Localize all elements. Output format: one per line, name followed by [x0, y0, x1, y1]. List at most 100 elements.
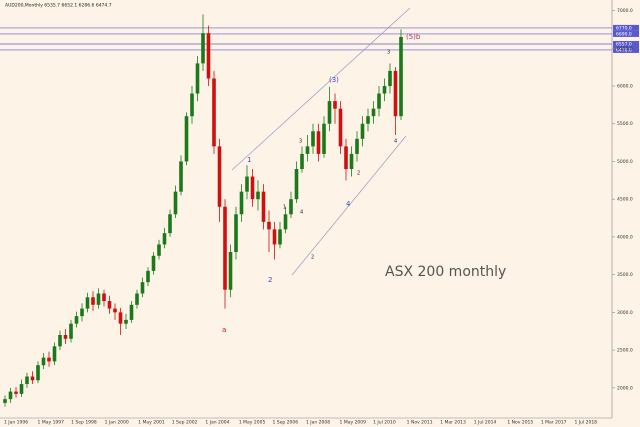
x-tick-label: 1 May 1997: [38, 420, 65, 426]
candle-body: [399, 36, 403, 117]
candle-body: [283, 214, 288, 230]
wave-label: 1: [283, 205, 286, 211]
x-tick-label: 1 Sep 1998: [71, 420, 97, 426]
price-level-box: [613, 40, 639, 47]
candle-body: [311, 131, 315, 147]
candle-body: [223, 206, 227, 290]
candle-body: [25, 376, 29, 385]
candle-body: [201, 33, 205, 64]
price-level-label: 6770.0: [616, 25, 632, 31]
wave-label: 2: [357, 171, 360, 177]
y-tick-label: 2500.0: [617, 348, 633, 354]
chart-note: ASX 200 monthly: [385, 264, 506, 280]
candle-body: [107, 301, 112, 309]
candle-body: [366, 116, 370, 124]
x-tick-label: 1 Jul 2010: [373, 420, 396, 426]
wave-label: 1: [247, 156, 251, 164]
wave-label: 4: [394, 139, 397, 145]
x-tick-label: 1 Sep 2002: [172, 420, 198, 426]
candle-body: [322, 123, 326, 154]
candle-body: [228, 252, 233, 290]
x-tick-label: 1 Nov 2015: [507, 420, 533, 426]
candle-body: [305, 146, 310, 154]
candle-body: [14, 391, 18, 394]
price-level-label: 6690.0: [616, 31, 632, 37]
candle-body: [360, 123, 365, 139]
candle-body: [173, 191, 178, 215]
x-tick-label: 1 Jan 2000: [105, 420, 129, 426]
wave-label: 4: [300, 210, 303, 216]
candle-body: [355, 138, 359, 154]
candle-body: [162, 233, 167, 245]
candle-body: [371, 108, 376, 117]
candle-body: [157, 244, 161, 256]
candle-body: [3, 399, 7, 403]
candle-body: [19, 384, 24, 394]
candle-body: [382, 86, 387, 94]
candle-body: [135, 293, 139, 305]
wave-label: 4: [346, 200, 351, 208]
chart-title: AUD200,Monthly 6535.7 6652.1 6286.6 6474…: [5, 3, 112, 9]
candle-body: [239, 191, 244, 215]
wave-label: 3: [299, 139, 302, 145]
y-tick-label: 4500.0: [617, 197, 633, 203]
candle-body: [217, 146, 222, 207]
candle-body: [146, 270, 150, 283]
x-tick-label: 1 May 2005: [239, 420, 266, 426]
price-level-label: 6478.0: [616, 47, 632, 53]
candle-body: [74, 316, 79, 324]
wave-label: a: [222, 326, 226, 334]
candle-body: [261, 191, 266, 222]
candle-body: [124, 319, 128, 324]
candle-body: [327, 101, 332, 124]
price-level-box: [613, 46, 639, 53]
wave-label: 2: [268, 276, 272, 284]
candle-body: [388, 70, 392, 87]
x-tick-label: 1 Jan 1996: [4, 420, 28, 426]
candle-body: [267, 221, 271, 230]
wave-label: 2: [311, 255, 314, 261]
y-tick-label: 6500.0: [617, 46, 633, 52]
price-level-box: [613, 24, 639, 31]
channel-upper: [231, 7, 411, 171]
candle-body: [333, 101, 337, 109]
wave-label: (5)b: [406, 33, 421, 41]
candle-body: [36, 365, 40, 381]
candle-body: [278, 229, 282, 245]
wave-label: (3): [329, 76, 339, 84]
candle-body: [8, 391, 13, 400]
x-tick-label: 1 Jul 2014: [474, 420, 497, 426]
y-tick-label: 6000.0: [617, 84, 633, 90]
candle-body: [184, 116, 189, 162]
y-tick-label: 5500.0: [617, 121, 633, 127]
wave-label: 3: [387, 50, 390, 56]
candle-body: [393, 70, 398, 117]
x-tick-label: 1 May 2001: [138, 420, 165, 426]
candle-body: [80, 308, 84, 317]
y-tick-label: 3000.0: [617, 310, 633, 316]
candle-body: [212, 78, 216, 147]
candle-body: [300, 153, 304, 170]
candle-body: [30, 376, 35, 381]
candle-body: [96, 293, 101, 305]
candle-body: [47, 357, 51, 362]
candle-body: [338, 108, 343, 147]
candle-body: [349, 153, 354, 170]
channel-lower: [291, 135, 407, 276]
candle-body: [234, 214, 238, 253]
candle-body: [294, 169, 299, 200]
candle-body: [69, 323, 73, 339]
candle-body: [250, 176, 255, 200]
candle-body: [179, 161, 183, 192]
candle-body: [190, 93, 194, 117]
candle-body: [344, 146, 348, 170]
candle-body: [245, 176, 249, 192]
candle-body: [63, 335, 68, 339]
candle-body: [316, 131, 321, 154]
candle-body: [256, 191, 260, 200]
x-tick-label: 1 Jan 2004: [205, 420, 229, 426]
candle-body: [151, 255, 156, 271]
y-tick-label: 7000.0: [617, 8, 633, 14]
